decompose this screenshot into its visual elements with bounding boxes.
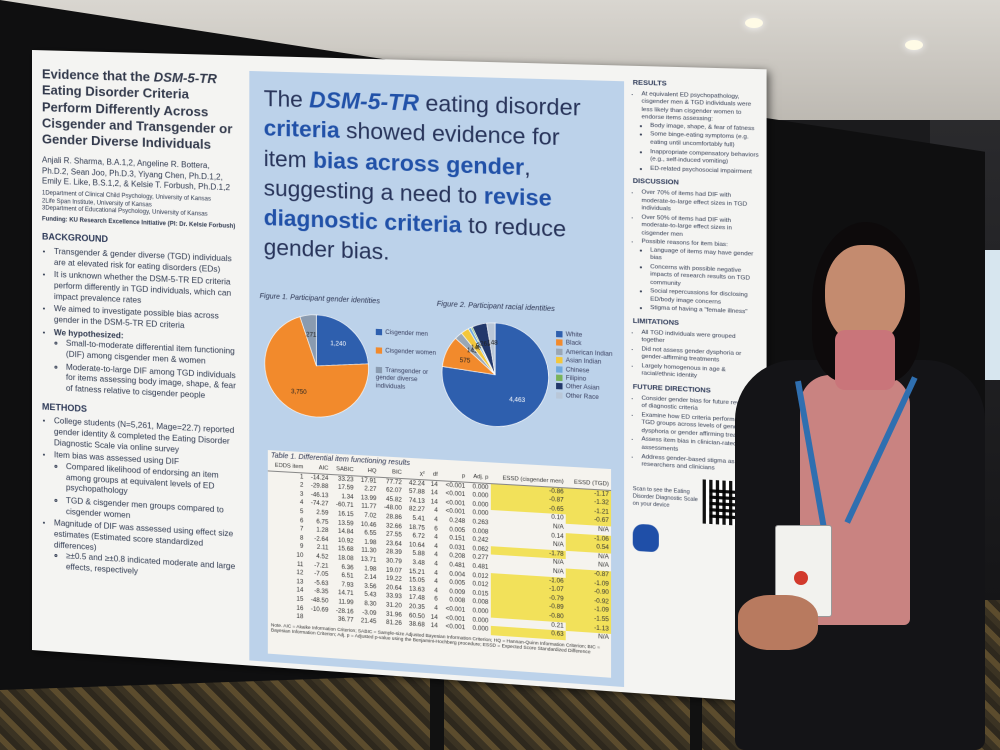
methods-list: College students (N=5,261, Mage=22.7) re… — [42, 416, 239, 584]
poster-left-column: Evidence that the DSM-5-TR Eating Disord… — [32, 50, 249, 666]
background-list: Transgender & gender diverse (TGD) indiv… — [42, 247, 239, 404]
legend-item: Cisgender women — [376, 348, 439, 360]
figure-1: Figure 1. Participant gender identities … — [260, 293, 437, 308]
list-item: Possible reasons for item bias: Language… — [641, 239, 759, 318]
results-list: At equivalent ED psychopathology, cisgen… — [633, 91, 760, 177]
poster-headline: The DSM-5-TR eating disorder criteria sh… — [264, 84, 609, 277]
badge-logo-icon — [794, 571, 808, 585]
list-item: ≥±0.5 and ≥±0.8 indicated moderate and l… — [66, 551, 239, 584]
discussion-list: Over 70% of items had DIF with moderate-… — [633, 189, 760, 318]
poster-center-panel: The DSM-5-TR eating disorder criteria sh… — [249, 71, 624, 687]
gender-pie-chart: 1,240 3,750 271 — [260, 307, 374, 425]
poster-authors: Anjali R. Sharma, B.A.1,2, Angeline R. B… — [42, 156, 239, 194]
pie-value-label: 271 — [306, 332, 317, 339]
pie-value-label: 148 — [487, 340, 498, 347]
list-item: Over 70% of items had DIF with moderate-… — [641, 189, 759, 217]
figure-2-legend: White Black American Indian Asian Indian Chi… — [556, 331, 619, 404]
legend-item: Other Race — [556, 392, 619, 404]
figure-2-caption: Figure 2. Participant racial identities — [437, 301, 619, 316]
list-item: Concerns with possible negative impacts … — [650, 264, 760, 292]
figure-1-legend: Cisgender men Cisgender women Transgende… — [376, 329, 439, 394]
dif-results-table: EDDS item AIC SABIC HQ BIC χ² df p Adj. p ESSD (c… — [268, 461, 611, 643]
figures-row: Figure 1. Participant gender identities … — [260, 293, 619, 465]
ku-jayhawk-logo — [633, 523, 659, 552]
legend-item: Cisgender men — [376, 329, 439, 341]
pie-value-label: 3,750 — [291, 389, 307, 396]
ceiling-light — [905, 40, 923, 50]
list-item: We hypothesized: Small-to-moderate diffe… — [54, 328, 239, 404]
qr-caption: Scan to see the Eating Disorder Diagnost… — [633, 486, 698, 511]
pie-value-label: 575 — [460, 358, 471, 365]
poster-title: Evidence that the DSM-5-TR Eating Disord… — [42, 66, 239, 154]
presenter-hands — [738, 595, 818, 650]
ceiling-light — [745, 18, 763, 28]
list-item: Over 50% of items had DIF with moderate-… — [641, 214, 759, 242]
list-item: Moderate-to-large DIF among TGD individu… — [66, 362, 239, 403]
pie-value-label: 1,240 — [330, 341, 346, 348]
pie-value-label: 4,463 — [509, 397, 526, 404]
limitations-list: All TGD individuals were grouped togethe… — [633, 329, 760, 385]
list-item: At equivalent ED psychopathology, cisgen… — [641, 91, 759, 177]
figure-1-caption: Figure 1. Participant gender identities — [260, 293, 437, 308]
table-body: 1 -14.24 33.23 17.91 77.72 42.24 14 <0.001 0.000… — [268, 471, 611, 643]
list-item: Item bias was assessed using DIF Compare… — [54, 451, 239, 528]
legend-item: Transgender or gender diverse individual… — [376, 367, 439, 395]
poster-affiliations: 1Department of Clinical Child Psychology… — [42, 191, 239, 221]
dif-results-table-box: Table 1. Differential item functioning r… — [268, 450, 611, 678]
list-item: Magnitude of DIF was assessed using effe… — [54, 519, 239, 584]
research-poster: Evidence that the DSM-5-TR Eating Disord… — [32, 50, 767, 702]
presenter-turtleneck — [835, 330, 895, 390]
figure-2: Figure 2. Participant racial identities … — [437, 301, 619, 316]
race-pie-chart: 4,4635751421485227261148 — [437, 315, 554, 435]
